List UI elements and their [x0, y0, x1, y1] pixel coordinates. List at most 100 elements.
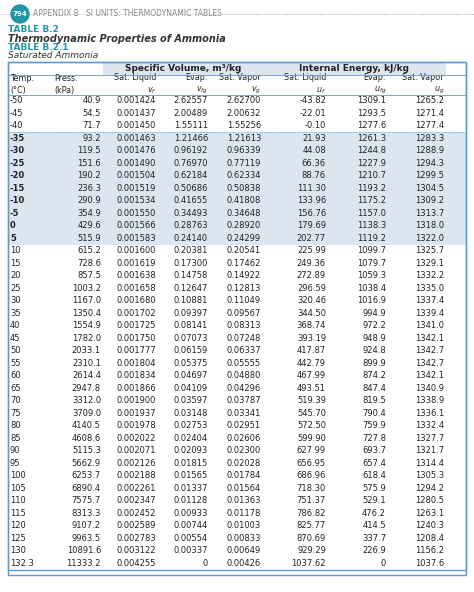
- Text: -50: -50: [10, 96, 24, 105]
- Text: 0.00337: 0.00337: [173, 546, 208, 555]
- Text: 0.01815: 0.01815: [174, 459, 208, 468]
- Text: Sat. Liquid
$u_f$: Sat. Liquid $u_f$: [283, 73, 326, 96]
- Text: 3709.0: 3709.0: [72, 408, 101, 418]
- Text: 0.96339: 0.96339: [227, 146, 261, 155]
- Text: 0.24299: 0.24299: [227, 234, 261, 243]
- Text: 290.9: 290.9: [77, 197, 101, 205]
- Text: 1325.7: 1325.7: [415, 246, 444, 255]
- Text: 0.001725: 0.001725: [117, 321, 156, 330]
- Text: 0.01564: 0.01564: [227, 484, 261, 493]
- Text: 0: 0: [381, 559, 386, 568]
- Text: 656.95: 656.95: [297, 459, 326, 468]
- Text: 0.24140: 0.24140: [174, 234, 208, 243]
- Text: 0.20381: 0.20381: [173, 246, 208, 255]
- Text: 0.01565: 0.01565: [174, 471, 208, 480]
- Text: 794: 794: [13, 11, 27, 17]
- Text: 0.003122: 0.003122: [117, 546, 156, 555]
- Text: 1.55256: 1.55256: [227, 121, 261, 130]
- Text: 0.001978: 0.001978: [117, 422, 156, 430]
- Text: 0.001619: 0.001619: [117, 259, 156, 268]
- Circle shape: [11, 5, 29, 23]
- Text: 272.89: 272.89: [297, 271, 326, 280]
- Text: 442.79: 442.79: [297, 359, 326, 368]
- Text: 40: 40: [10, 321, 20, 330]
- Text: 0.001463: 0.001463: [117, 134, 156, 143]
- Text: 1332.2: 1332.2: [415, 271, 444, 280]
- Bar: [263, 62, 446, 75]
- Text: APPENDIX B   SI UNITS: THERMODYNAMIC TABLES: APPENDIX B SI UNITS: THERMODYNAMIC TABLE…: [33, 9, 222, 18]
- Text: 0.77119: 0.77119: [227, 159, 261, 168]
- Text: 344.50: 344.50: [297, 309, 326, 318]
- Text: 0.001658: 0.001658: [117, 284, 156, 293]
- Text: 857.5: 857.5: [77, 271, 101, 280]
- Text: 75: 75: [10, 408, 21, 418]
- Text: 0.00426: 0.00426: [227, 559, 261, 568]
- Text: 657.4: 657.4: [362, 459, 386, 468]
- Text: 6253.7: 6253.7: [72, 471, 101, 480]
- Text: 0.04697: 0.04697: [173, 371, 208, 380]
- Text: 30: 30: [10, 296, 21, 305]
- Text: 1265.2: 1265.2: [415, 96, 444, 105]
- Text: 0.41808: 0.41808: [227, 197, 261, 205]
- Text: 0.001437: 0.001437: [117, 109, 156, 118]
- Text: Specific Volume, m³/kg: Specific Volume, m³/kg: [125, 64, 241, 73]
- Text: 1280.5: 1280.5: [415, 496, 444, 505]
- Text: 529.1: 529.1: [363, 496, 386, 505]
- Text: 1341.0: 1341.0: [415, 321, 444, 330]
- Text: 1283.3: 1283.3: [415, 134, 444, 143]
- Text: 0.002126: 0.002126: [117, 459, 156, 468]
- Text: 5: 5: [10, 234, 16, 243]
- Text: 45: 45: [10, 334, 20, 343]
- Bar: [8, 207, 466, 220]
- Text: 1037.62: 1037.62: [292, 559, 326, 568]
- Text: 1277.4: 1277.4: [415, 121, 444, 130]
- Text: 0.00744: 0.00744: [174, 521, 208, 530]
- Text: 71.7: 71.7: [82, 121, 101, 130]
- Text: 0.34493: 0.34493: [173, 209, 208, 218]
- Text: 10891.6: 10891.6: [67, 546, 101, 555]
- Text: 1016.9: 1016.9: [357, 296, 386, 305]
- Text: 0.08313: 0.08313: [227, 321, 261, 330]
- Text: 9107.2: 9107.2: [72, 521, 101, 530]
- Text: 0.01178: 0.01178: [227, 509, 261, 518]
- Text: 93.2: 93.2: [82, 134, 101, 143]
- Text: 6890.4: 6890.4: [72, 484, 101, 493]
- Text: -10: -10: [10, 197, 25, 205]
- Text: 1119.2: 1119.2: [357, 234, 386, 243]
- Text: Sat. Vapor
$u_g$: Sat. Vapor $u_g$: [402, 73, 444, 96]
- Text: -0.10: -0.10: [305, 121, 326, 130]
- Text: 1.21466: 1.21466: [173, 134, 208, 143]
- Text: 320.46: 320.46: [297, 296, 326, 305]
- Text: 0.001937: 0.001937: [117, 408, 156, 418]
- Text: -25: -25: [10, 159, 26, 168]
- Text: 1175.2: 1175.2: [357, 197, 386, 205]
- Bar: [8, 62, 466, 570]
- Text: 70: 70: [10, 396, 21, 406]
- Text: 899.9: 899.9: [362, 359, 386, 368]
- Text: 1309.2: 1309.2: [415, 197, 444, 205]
- Text: 417.87: 417.87: [297, 346, 326, 355]
- Text: 0.06159: 0.06159: [174, 346, 208, 355]
- Text: 1322.0: 1322.0: [415, 234, 444, 243]
- Text: 0.62334: 0.62334: [227, 171, 261, 180]
- Text: 0.004255: 0.004255: [117, 559, 156, 568]
- Text: 0.001638: 0.001638: [116, 271, 156, 280]
- Text: 1329.1: 1329.1: [415, 259, 444, 268]
- Text: 236.3: 236.3: [77, 184, 101, 193]
- Text: 1304.5: 1304.5: [415, 184, 444, 193]
- Bar: [8, 220, 466, 232]
- Text: 90: 90: [10, 446, 20, 455]
- Text: 0.001566: 0.001566: [117, 221, 156, 230]
- Text: 54.5: 54.5: [82, 109, 101, 118]
- Text: 133.96: 133.96: [297, 197, 326, 205]
- Text: 493.51: 493.51: [297, 384, 326, 392]
- Text: 1079.7: 1079.7: [357, 259, 386, 268]
- Text: 1336.1: 1336.1: [415, 408, 444, 418]
- Text: 0.02606: 0.02606: [227, 434, 261, 443]
- Bar: [8, 62, 466, 574]
- Text: 1337.4: 1337.4: [415, 296, 444, 305]
- Text: 0.10881: 0.10881: [173, 296, 208, 305]
- Text: 0.002022: 0.002022: [117, 434, 156, 443]
- Text: 0.02951: 0.02951: [227, 422, 261, 430]
- Text: 1309.1: 1309.1: [357, 96, 386, 105]
